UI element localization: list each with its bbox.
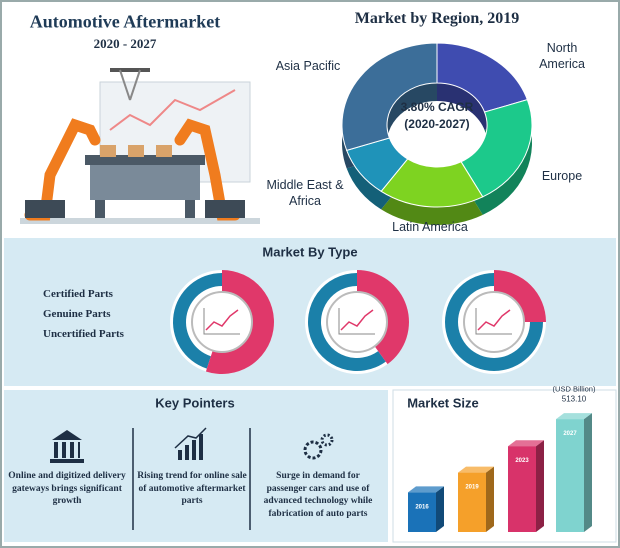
legend-item: Uncertified Parts xyxy=(43,328,124,340)
value-label: 513.10 xyxy=(561,394,587,404)
donut-icon-axis xyxy=(475,308,512,335)
donut-share xyxy=(205,270,274,374)
bar xyxy=(556,419,584,532)
donut-icon xyxy=(477,309,511,331)
donut-icon-axis xyxy=(203,308,240,335)
donut-share xyxy=(494,270,546,322)
bar xyxy=(508,446,536,532)
donut-icon-axis xyxy=(338,308,375,335)
section-title: Market Size xyxy=(407,395,479,411)
region-label: Latin America xyxy=(392,220,468,234)
period: 2020 - 2027 xyxy=(93,36,157,51)
bar-year: 2016 xyxy=(415,504,429,510)
region-label: Asia Pacific xyxy=(275,59,341,73)
region-label: Middle East & Africa xyxy=(266,178,344,208)
bar-side xyxy=(436,486,444,532)
bar-top xyxy=(508,440,544,447)
section-title: Market By Type xyxy=(262,244,358,260)
bar-side xyxy=(536,440,544,532)
robot-illustration xyxy=(20,68,260,224)
bar xyxy=(458,472,486,532)
bar-side xyxy=(584,413,592,532)
bar-year: 2023 xyxy=(515,458,529,464)
bar-year: 2019 xyxy=(465,485,479,491)
donut-icon xyxy=(205,309,239,331)
donut-center xyxy=(326,291,388,353)
bar xyxy=(408,492,436,532)
legend-item: Genuine Parts xyxy=(43,308,111,320)
donut-center xyxy=(463,291,525,353)
pointers-panel xyxy=(4,390,388,542)
donut-rest xyxy=(172,273,222,369)
cagr-label: (2020-2027) xyxy=(404,117,470,131)
pointer-text: Surge in demand for passenger cars and u… xyxy=(263,471,373,519)
region-label: Europe xyxy=(541,169,583,183)
pointer-text: Rising trend for online sale of automoti… xyxy=(137,471,247,506)
region-segment xyxy=(460,99,533,198)
title: Automotive Aftermarket xyxy=(29,11,221,32)
donut-rest xyxy=(308,273,386,371)
pointer-text: Online and digitized delivery gateways b… xyxy=(8,471,126,506)
donut-share xyxy=(357,270,409,365)
donut-center xyxy=(191,291,253,353)
legend-item: Certified Parts xyxy=(43,288,113,300)
chart-title: Market by Region, 2019 xyxy=(354,10,520,27)
bar-top xyxy=(556,413,592,420)
region-segment xyxy=(341,42,438,151)
growth-icon xyxy=(174,427,207,460)
region-label: North America xyxy=(539,41,585,71)
cagr-label: 3.80% CAGR xyxy=(400,100,474,114)
donut-icon xyxy=(340,309,374,331)
bar-top xyxy=(408,486,444,493)
unit-label: (USD Billion) xyxy=(552,384,596,394)
bar-year: 2027 xyxy=(563,431,577,437)
bar-top xyxy=(458,466,494,473)
bank-icon xyxy=(50,430,84,463)
gears-icon xyxy=(303,433,334,460)
bar-side xyxy=(486,466,494,532)
section-title: Key Pointers xyxy=(155,395,235,411)
